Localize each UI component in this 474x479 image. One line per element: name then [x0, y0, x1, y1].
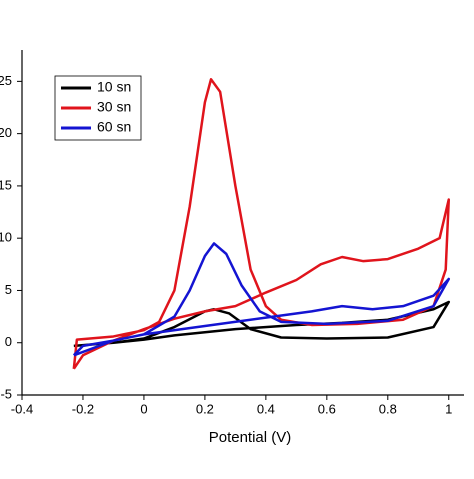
- y-tick-label: 0: [5, 334, 12, 349]
- y-tick-label: 25: [0, 73, 12, 88]
- legend-label: 30 sn: [97, 99, 131, 115]
- y-tick-label: 10: [0, 230, 12, 245]
- cv-curve: [73, 300, 451, 348]
- x-tick-label: 0.8: [379, 401, 397, 416]
- x-tick-label: 0: [140, 401, 147, 416]
- cv-curve: [72, 242, 451, 357]
- x-tick-label: -0.2: [72, 401, 94, 416]
- x-tick-label: 0.6: [318, 401, 336, 416]
- x-tick-label: 1: [445, 401, 452, 416]
- y-tick-label: 15: [0, 177, 12, 192]
- x-axis-label: Potential (V): [209, 429, 292, 446]
- y-tick-label: 20: [0, 125, 12, 140]
- y-tick-label: 5: [5, 282, 12, 297]
- x-tick-label: 0.2: [196, 401, 214, 416]
- x-tick-label: -0.4: [11, 401, 33, 416]
- legend-label: 10 sn: [97, 79, 131, 95]
- x-tick-label: 0.4: [257, 401, 275, 416]
- legend-label: 60 sn: [97, 119, 131, 135]
- y-tick-label: -5: [0, 386, 12, 401]
